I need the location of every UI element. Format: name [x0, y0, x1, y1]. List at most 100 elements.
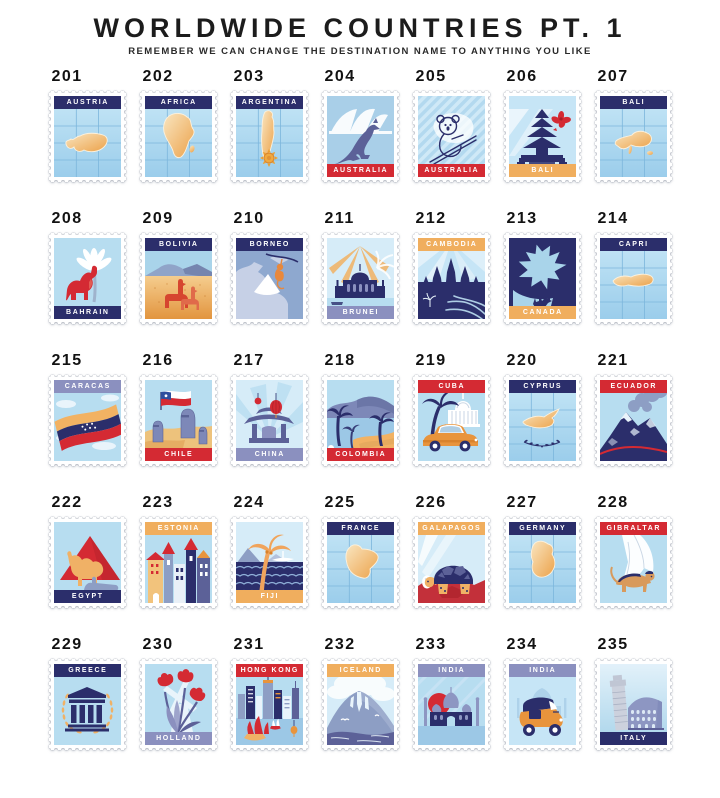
stamp-number: 218 — [324, 351, 356, 369]
stamp: AFRICA — [139, 90, 217, 182]
stamp-panel: ESTONIA — [144, 521, 212, 603]
stamp-cell-228: 228 GIBRALTAR — [594, 494, 672, 608]
stamp-panel: FRANCE — [326, 521, 394, 603]
skyline-junks-illustration — [235, 663, 303, 745]
camel-pyramid-sphinx-illustration — [53, 521, 121, 603]
stamp-cell-227: 227 GERMANY — [503, 494, 581, 608]
stamp-label: AUSTRIA — [53, 95, 121, 109]
stamp: CANADA — [503, 232, 581, 324]
auto-rickshaw-illustration — [508, 663, 576, 745]
stamp-panel: BORNEO — [235, 237, 303, 319]
stamp-cell-219: 219 CUBA — [412, 351, 490, 466]
stamp-label: ARGENTINA — [235, 95, 303, 109]
stamp-label: CUBA — [417, 379, 485, 393]
stamp-number: 219 — [415, 351, 447, 369]
stamp-number: 220 — [506, 351, 538, 369]
stamp-panel: BRUNEI — [326, 237, 394, 319]
map-cyprus-illustration — [508, 379, 576, 461]
stamp-cell-207: 207 BALI — [594, 68, 672, 182]
stamp-panel: COLOMBIA — [326, 379, 394, 461]
stamp-panel: CAPRI — [599, 237, 667, 319]
stamp-label: HONG KONG — [235, 663, 303, 677]
stamp-label: FIJI — [235, 589, 303, 603]
stamp: CHILE — [139, 374, 217, 466]
stamp-cell-201: 201 AUSTRIA — [48, 67, 126, 182]
stamp-cell-206: 206 BALI — [503, 67, 581, 182]
stamp-label: FRANCE — [326, 521, 394, 535]
stamp-number: 230 — [142, 635, 174, 653]
stamp-panel: BAHRAIN — [53, 237, 121, 319]
stamp-cell-212: 212 CAMBODIA — [412, 209, 490, 324]
stamp-cell-221: 221 ECUADOR — [594, 352, 672, 466]
map-argentina-illustration — [235, 95, 303, 177]
page-title: WORLDWIDE COUNTRIES PT. 1 — [93, 13, 627, 43]
tulips-windmill-illustration — [144, 663, 212, 745]
stamp-panel: CARACAS — [53, 379, 121, 461]
stamp-label: ICELAND — [326, 663, 394, 677]
stamp-panel: CYPRUS — [508, 379, 576, 461]
stamp-label: CANADA — [508, 305, 576, 319]
stamp-number: 206 — [506, 67, 538, 85]
stamp-number: 205 — [415, 67, 447, 85]
llamas-illustration — [144, 237, 212, 319]
stamp-label: INDIA — [417, 663, 485, 677]
stamp-number: 216 — [142, 351, 174, 369]
stamp-number: 224 — [233, 493, 265, 511]
stamp-grid: 201 AUSTRIA 202 AFRICA 203 ARGENTINA 204 — [0, 67, 720, 750]
map-bali-illustration — [599, 95, 667, 177]
stamp-panel: ARGENTINA — [235, 95, 303, 177]
stamp-panel: ITALY — [599, 663, 667, 745]
kangaroo-opera-house-illustration — [326, 95, 394, 177]
stamp-label: CHILE — [144, 447, 212, 461]
stamp-label: INDIA — [508, 663, 576, 677]
map-germany-illustration — [508, 521, 576, 603]
stamp-cell-229: 229 GREECE — [48, 636, 126, 750]
stamp-panel: AUSTRALIA — [417, 95, 485, 177]
map-africa-illustration — [144, 95, 212, 177]
stamp-panel: GREECE — [53, 663, 121, 745]
stamp-panel: CHINA — [235, 379, 303, 461]
map-france-illustration — [326, 521, 394, 603]
stamp-cell-235: 235 ITALY — [594, 636, 672, 750]
stamp-number: 212 — [415, 209, 447, 227]
stamp-number: 214 — [597, 209, 629, 227]
stamp-panel: BOLIVIA — [144, 237, 212, 319]
stamp-cell-230: 230 HOLLAND — [139, 635, 217, 750]
stamp: GERMANY — [503, 516, 581, 608]
stamp-number: 222 — [51, 493, 83, 511]
stamp-cell-210: 210 BORNEO — [230, 210, 308, 324]
map-austria-illustration — [53, 95, 121, 177]
stamp-number: 231 — [233, 635, 265, 653]
stamp: INDIA — [412, 658, 490, 750]
stamp-cell-224: 224 FIJI — [230, 493, 308, 608]
stamp: HONG KONG — [230, 658, 308, 750]
stamp-cell-211: 211 BRUNEI — [321, 210, 399, 324]
stamp: CAPRI — [594, 232, 672, 324]
stamp-number: 233 — [415, 635, 447, 653]
venezuela-flag-illustration — [53, 379, 121, 461]
stamp-panel: BALI — [508, 95, 576, 177]
stamp: AUSTRALIA — [412, 90, 490, 182]
stamp: FIJI — [230, 516, 308, 608]
taj-mahal-sun-illustration — [417, 663, 485, 745]
stamp: COLOMBIA — [321, 374, 399, 466]
volcano-glacier-illustration — [326, 663, 394, 745]
stamp-label: GALAPAGOS — [417, 521, 485, 535]
stamp-panel: AUSTRIA — [53, 95, 121, 177]
stamp-panel: GALAPAGOS — [417, 521, 485, 603]
stamp-panel: AFRICA — [144, 95, 212, 177]
stamp-panel: CANADA — [508, 237, 576, 319]
stamp-panel: CAMBODIA — [417, 237, 485, 319]
stamp-number: 209 — [142, 209, 174, 227]
stamp-cell-202: 202 AFRICA — [139, 68, 217, 182]
stamp-cell-222: 222 EGYPT — [48, 493, 126, 608]
stamp-number: 201 — [51, 67, 83, 85]
stamp-label: EGYPT — [53, 589, 121, 603]
stamp-panel: BALI — [599, 95, 667, 177]
stamp-panel: INDIA — [508, 663, 576, 745]
stamp: ESTONIA — [139, 516, 217, 608]
stamp-label: HOLLAND — [144, 731, 212, 745]
stamp-label: BRUNEI — [326, 305, 394, 319]
stamp-label: ESTONIA — [144, 521, 212, 535]
